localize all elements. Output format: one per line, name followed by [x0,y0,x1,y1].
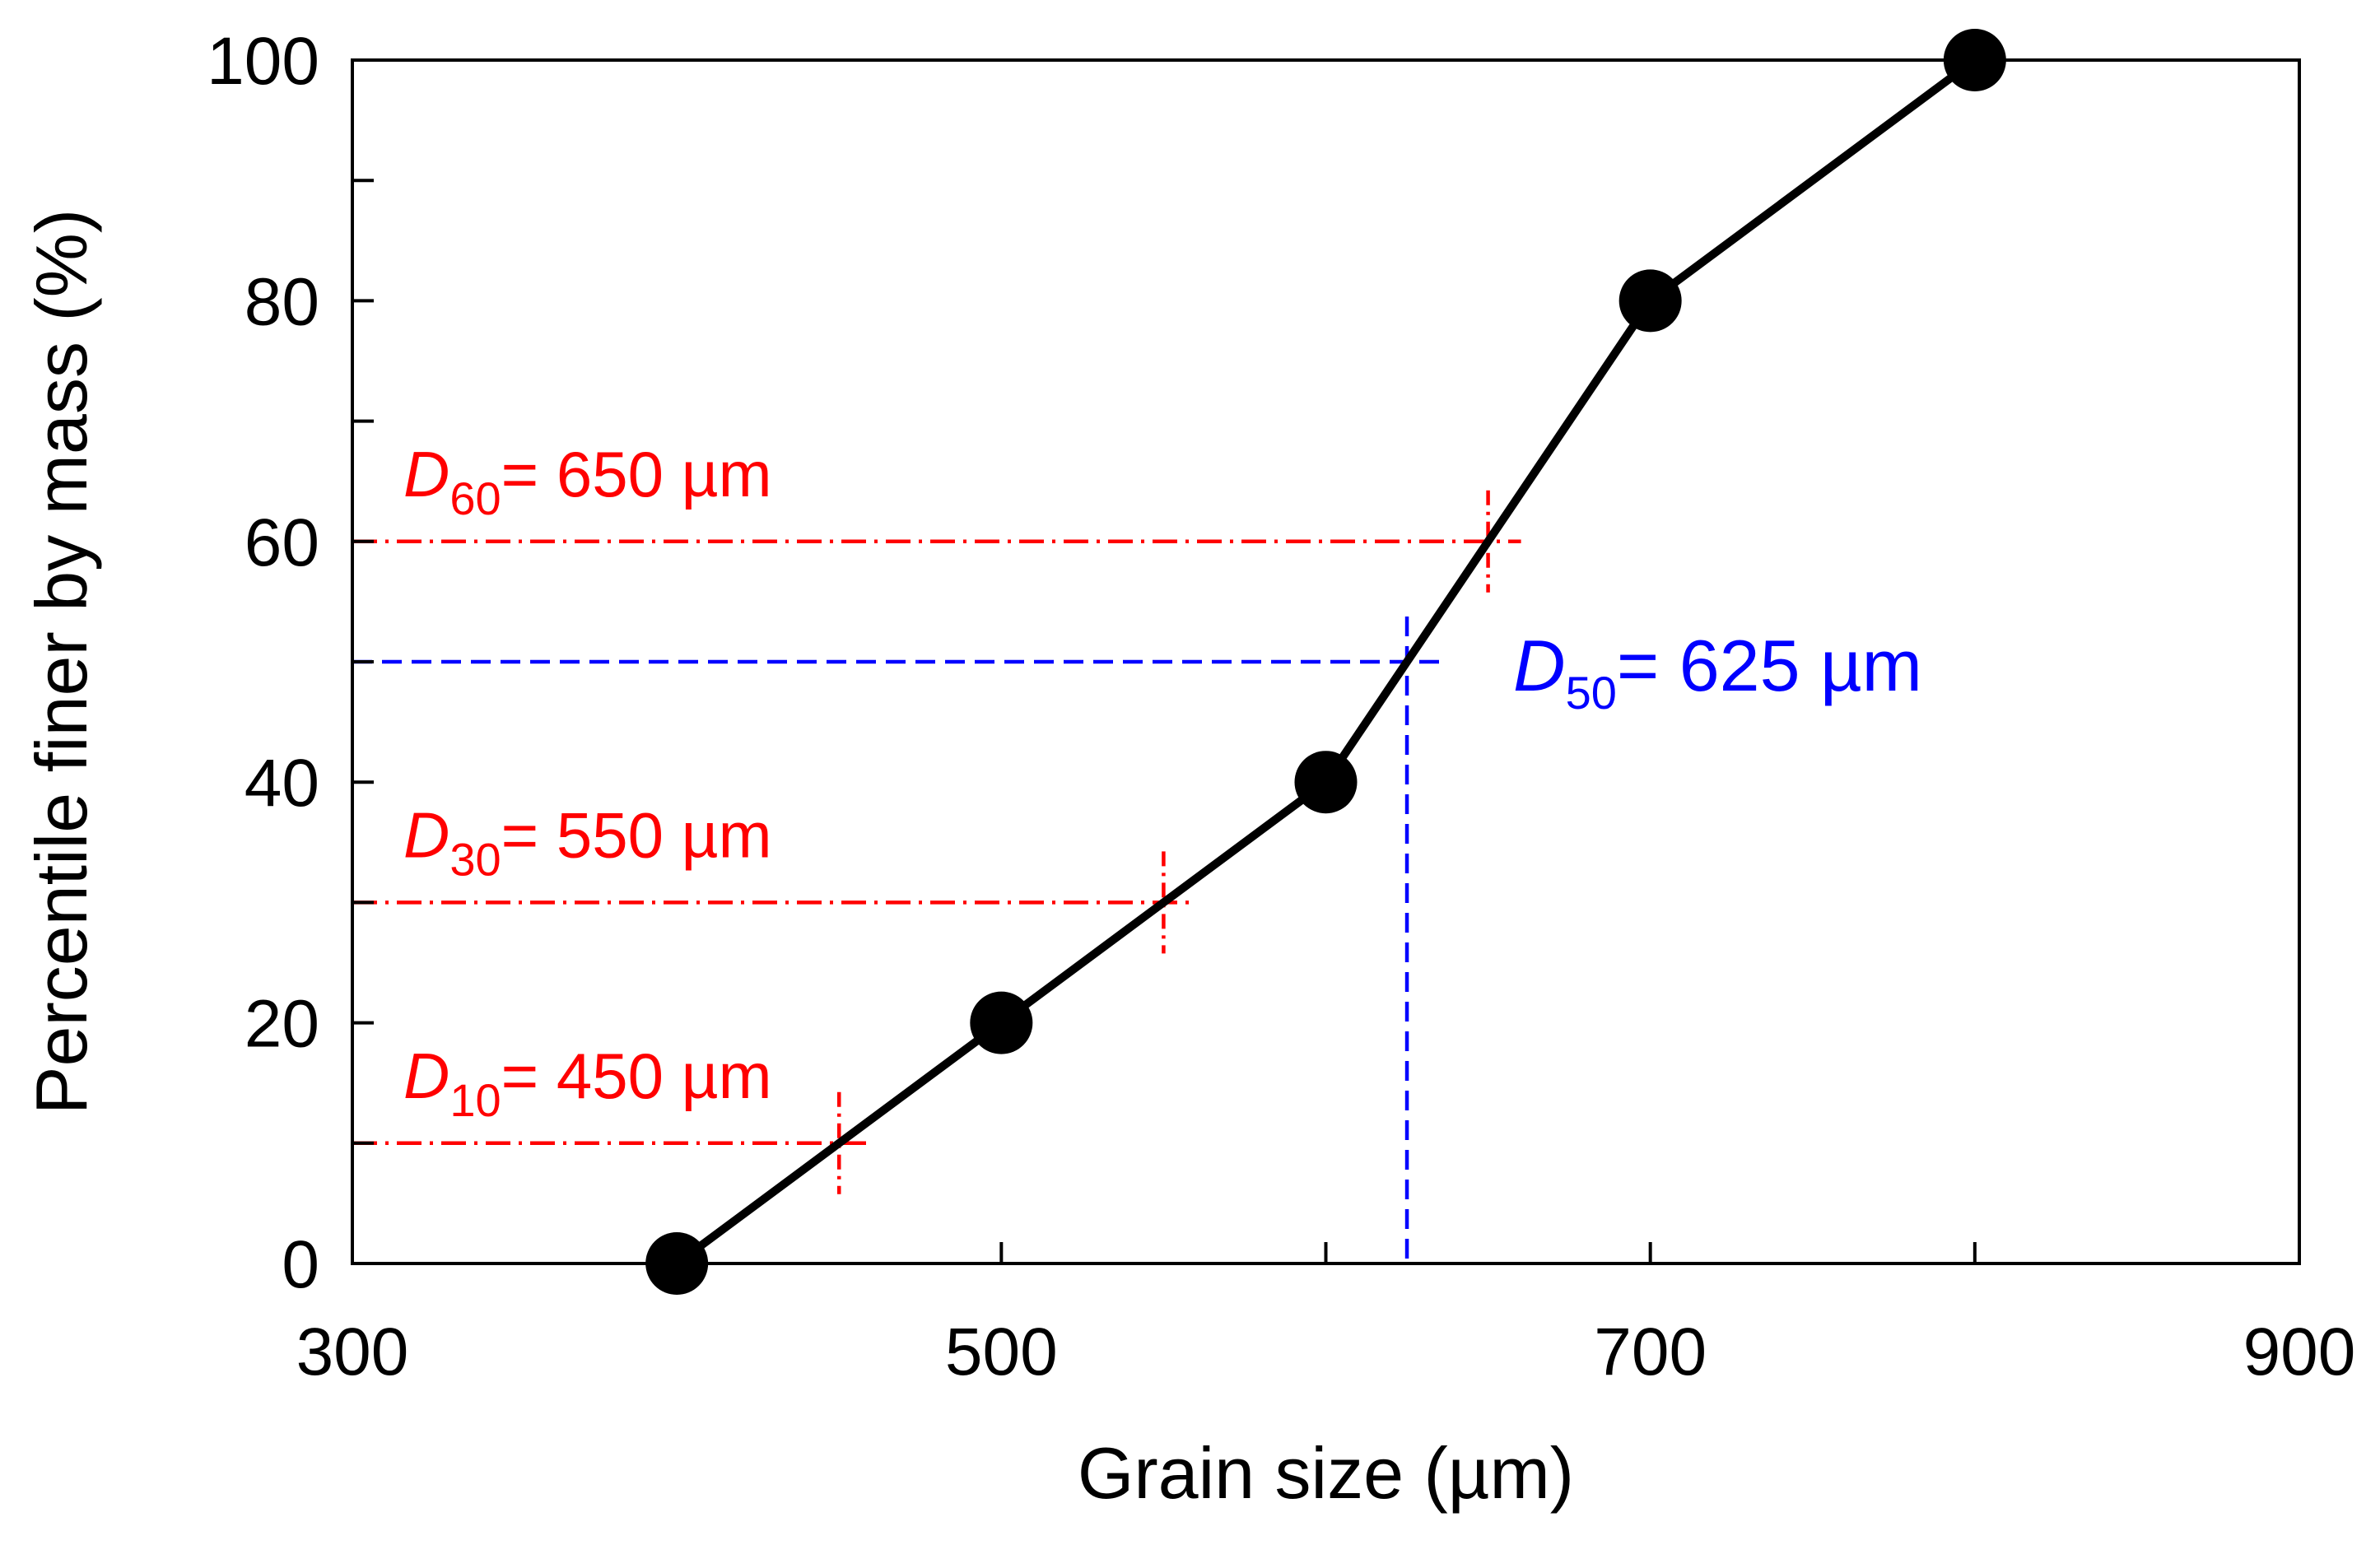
d30-symbol: D [403,798,449,871]
data-point-700 [1618,269,1682,333]
d50-label: D50= 625 µm [1513,625,1922,719]
d50-symbol: D [1513,625,1566,706]
d30-subscript: 30 [449,833,501,885]
axis-ticks [351,58,2301,1265]
y-tick-label-20: 20 [245,987,319,1062]
x-tick-label-900: 900 [2243,1315,2356,1389]
y-tick-label-60: 60 [245,505,319,580]
y-tick-label-40: 40 [245,746,319,821]
x-axis-title: Grain size (µm) [1078,1432,1574,1514]
x-tick-label-300: 300 [296,1315,409,1389]
d60-value: = 650 µm [501,438,772,510]
x-tick-label-500: 500 [945,1315,1058,1389]
data-point-500 [970,991,1033,1054]
data-point-600 [1294,751,1358,814]
d30-label: D30= 550 µm [403,798,772,885]
d10-value: = 450 µm [501,1040,772,1112]
d10-symbol: D [403,1040,449,1112]
d60-label: D60= 650 µm [403,438,772,524]
y-axis-title: Percentile finer by mass (%) [21,209,102,1115]
axis-tick-labels: 300 500 700 900 0 20 40 60 80 100 [207,24,2355,1389]
y-tick-label-100: 100 [207,24,319,99]
d30-value: = 550 µm [501,798,772,871]
y-tick-label-80: 80 [245,264,319,339]
d50-subscript: 50 [1566,667,1617,719]
d10-label: D10= 450 µm [403,1040,772,1126]
y-tick-label-0: 0 [282,1227,319,1302]
d50-value: = 625 µm [1617,625,1922,706]
d10-subscript: 10 [449,1074,501,1126]
reference-lines [352,490,1521,1263]
d60-subscript: 60 [449,472,501,524]
x-tick-label-700: 700 [1594,1315,1707,1389]
d60-symbol: D [403,438,449,510]
